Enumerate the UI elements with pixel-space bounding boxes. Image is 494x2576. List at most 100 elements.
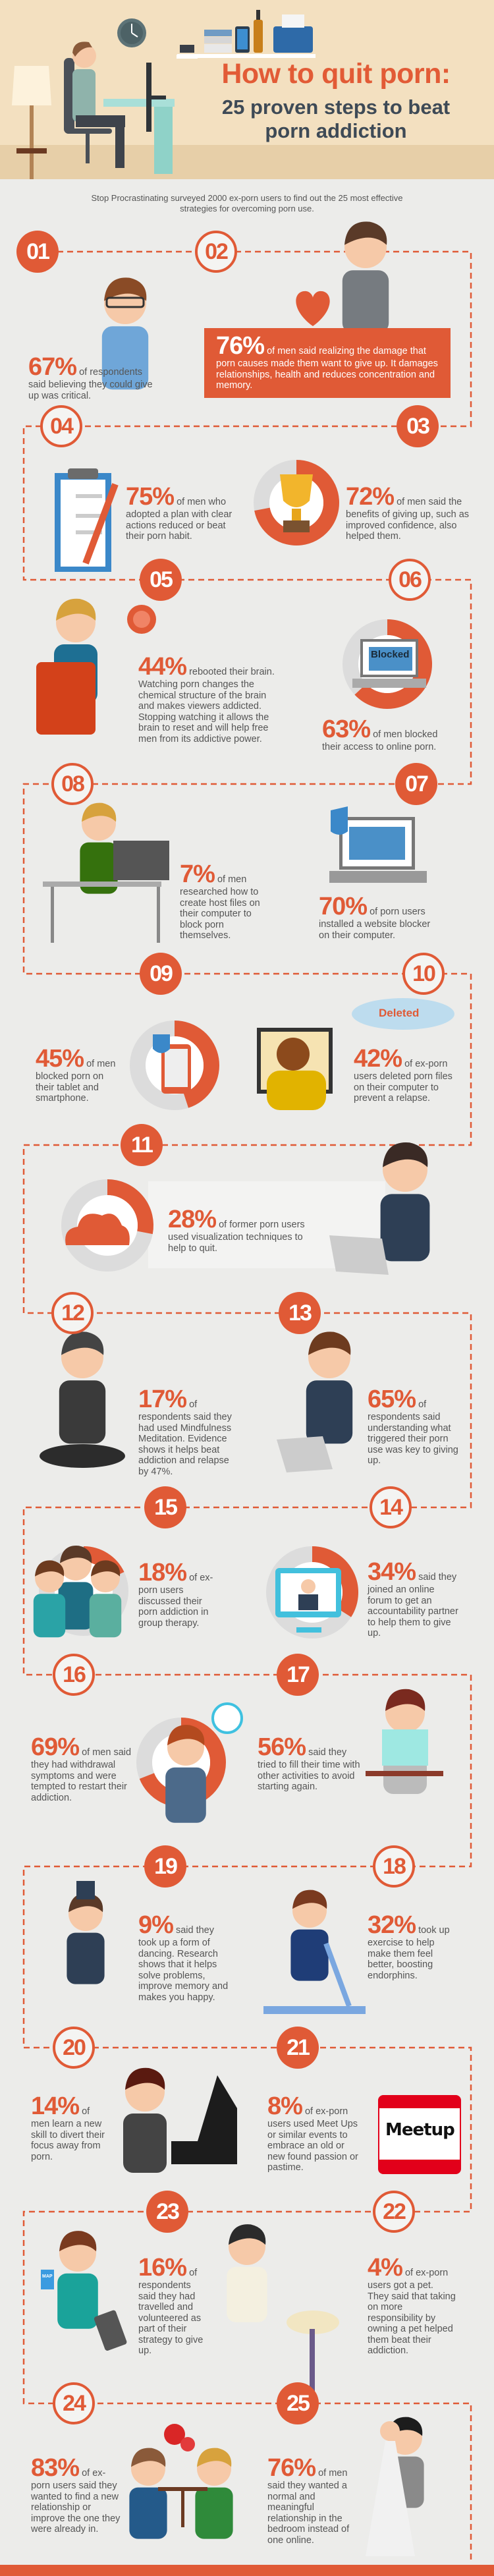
step-stat: 63% of men blocked their access to onlin… bbox=[322, 717, 454, 753]
traveller-icon bbox=[57, 2231, 98, 2329]
step-number-badge: 05 bbox=[140, 559, 182, 601]
stat-percent: 32% bbox=[368, 1911, 416, 1939]
group-icon bbox=[33, 1560, 66, 1638]
stat-description: of men blocked their access to online po… bbox=[322, 729, 438, 752]
printer-icon bbox=[273, 14, 313, 53]
desk-icon bbox=[43, 841, 169, 943]
cloud-icon bbox=[65, 1214, 130, 1245]
step-stat: 16% of respondents said they had travell… bbox=[138, 2255, 204, 2357]
stat-percent: 34% bbox=[368, 1558, 416, 1586]
stat-description: of men who adopted a plan with clear act… bbox=[126, 497, 233, 542]
stat-percent: 70% bbox=[319, 893, 368, 920]
step-number-badge: 14 bbox=[370, 1486, 412, 1528]
stat-description: of ex-porn users said they wanted to fin… bbox=[31, 2468, 121, 2534]
stat-description: of respondents said they had used Mindfu… bbox=[138, 1399, 232, 1477]
step-stat: 45% of men blocked porn on their tablet … bbox=[36, 1046, 121, 1104]
delete-icon bbox=[257, 1028, 333, 1110]
top-hat-icon bbox=[76, 1881, 95, 1899]
stat-description: of ex-porn users used Meet Ups or simila… bbox=[267, 2106, 358, 2173]
group-icon bbox=[58, 1546, 94, 1630]
trophy-icon bbox=[280, 474, 313, 532]
date-couple-icon bbox=[195, 2448, 233, 2539]
stat-description: rebooted their brain. Watching porn chan… bbox=[138, 667, 275, 744]
bottle-icon bbox=[254, 10, 263, 53]
stat-percent: 42% bbox=[354, 1045, 402, 1073]
stat-percent: 44% bbox=[138, 653, 187, 681]
page-title: How to quit porn: bbox=[221, 58, 451, 90]
stat-description: of respondents said they had travelled a… bbox=[138, 2268, 204, 2356]
clipboard-icon bbox=[55, 468, 119, 572]
date-couple-icon bbox=[129, 2448, 167, 2539]
armchair-icon bbox=[36, 662, 96, 735]
dancer-icon bbox=[67, 1893, 105, 1984]
stat-percent: 65% bbox=[368, 1386, 416, 1413]
step-stat: 9% said they took up a form of dancing. … bbox=[138, 1913, 231, 2003]
step-stat: 76% of men said they wanted a normal and… bbox=[267, 2455, 356, 2546]
stat-percent: 69% bbox=[31, 1733, 80, 1761]
step-stat: 70% of porn users installed a website bl… bbox=[319, 894, 437, 941]
hearts-icon bbox=[164, 2424, 195, 2451]
dog-icon bbox=[287, 2310, 339, 2395]
speech-bubble-icon bbox=[352, 998, 454, 1030]
step-number-badge: 11 bbox=[121, 1124, 163, 1166]
bottom-bar bbox=[0, 2565, 494, 2576]
clock-icon bbox=[117, 18, 146, 47]
stat-percent: 7% bbox=[180, 860, 215, 888]
step-number-badge: 09 bbox=[140, 953, 182, 995]
step-number-badge: 23 bbox=[146, 2191, 188, 2233]
stat-description: of men said the benefits of giving up, s… bbox=[346, 497, 470, 542]
thought-cloud-icon bbox=[211, 1702, 243, 1734]
step-number-badge: 17 bbox=[277, 1654, 319, 1696]
step-stat: 56% said they tried to fill their time w… bbox=[258, 1735, 363, 1793]
stat-description: of men said they wanted a normal and mea… bbox=[267, 2468, 350, 2546]
step-stat: 7% of men researched how to create host … bbox=[180, 862, 265, 941]
piano-icon bbox=[171, 2075, 237, 2164]
step-number-badge: 04 bbox=[40, 405, 82, 447]
step-number-badge: 01 bbox=[16, 231, 59, 273]
stat-percent: 14% bbox=[31, 2092, 80, 2120]
stat-percent: 18% bbox=[138, 1559, 187, 1586]
step-stat: 65% of respondents said understanding wh… bbox=[368, 1387, 460, 1467]
step-stat: 72% of men said the benefits of giving u… bbox=[346, 484, 471, 542]
stat-description: of ex-porn users deleted porn files on t… bbox=[354, 1059, 453, 1104]
man-at-computer-icon bbox=[64, 42, 175, 174]
header-illustration bbox=[12, 18, 198, 179]
step-stat: 75% of men who adopted a plan with clear… bbox=[126, 484, 238, 542]
bride-icon bbox=[366, 2421, 415, 2556]
group-icon bbox=[89, 1560, 122, 1638]
meetup-logo-text: Meetup bbox=[385, 2120, 455, 2140]
meditation-icon bbox=[59, 1331, 106, 1444]
step-number-badge: 25 bbox=[277, 2382, 319, 2424]
step-number-badge: 06 bbox=[389, 559, 431, 601]
meetup-icon bbox=[378, 2095, 461, 2174]
radio-icon bbox=[180, 45, 194, 53]
blocked-label: Blocked bbox=[371, 649, 410, 660]
brain-icon bbox=[127, 605, 156, 634]
step-number-badge: 16 bbox=[53, 1654, 95, 1696]
step-stat: 17% of respondents said they had used Mi… bbox=[138, 1387, 237, 1477]
tablet-icon bbox=[235, 26, 250, 53]
header-floor bbox=[0, 145, 494, 179]
step-stat: 34% said they joined an online forum to … bbox=[368, 1559, 460, 1639]
intro-text: Stop Procrastinating surveyed 2000 ex-po… bbox=[91, 193, 403, 213]
table-icon bbox=[158, 2487, 207, 2527]
step-number-badge: 19 bbox=[144, 1845, 186, 1888]
step-number-badge: 21 bbox=[277, 2027, 319, 2069]
page-subtitle: 25 proven steps to beat porn addiction bbox=[191, 96, 481, 143]
lamp-icon bbox=[12, 66, 51, 179]
suitcase-icon bbox=[94, 2310, 127, 2351]
stat-description: of respondents said understanding what t… bbox=[368, 1399, 458, 1466]
stat-description: said they tried to fill their time with … bbox=[258, 1747, 360, 1792]
deleted-label: Deleted bbox=[379, 1007, 420, 1019]
step-number-badge: 10 bbox=[402, 953, 445, 995]
broken-heart-icon bbox=[296, 291, 330, 326]
step-stat: 76% of men said realizing the damage tha… bbox=[204, 328, 451, 398]
stat-description: of ex-porn users got a pet. They said th… bbox=[368, 2268, 456, 2356]
step-number-badge: 07 bbox=[395, 763, 437, 805]
stat-percent: 4% bbox=[368, 2254, 403, 2282]
stat-description: of porn users installed a website blocke… bbox=[319, 907, 431, 941]
subtitle-line: 25 proven steps to beat bbox=[221, 96, 451, 119]
stat-description: of former porn users used visualization … bbox=[168, 1219, 305, 1254]
stat-description: of men researched how to create host fil… bbox=[180, 874, 260, 941]
